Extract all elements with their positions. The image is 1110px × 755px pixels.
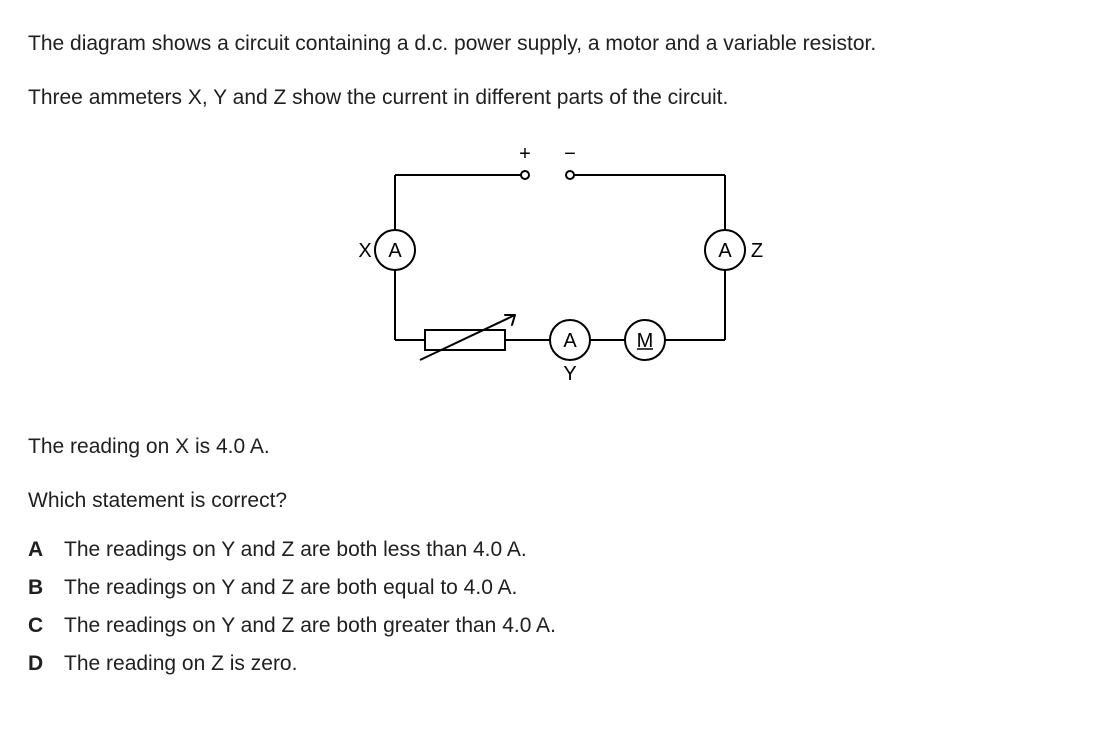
terminal-minus-label: −	[564, 143, 576, 165]
circuit-diagram-container: + − A X A Z A Y M	[28, 135, 1082, 401]
option-letter: B	[28, 576, 64, 600]
ammeter-z-symbol: A	[718, 240, 732, 262]
ammeter-y-symbol: A	[563, 330, 577, 352]
question-body: The diagram shows a circuit containing a…	[28, 28, 1082, 676]
question-prompt: Which statement is correct?	[28, 485, 1082, 517]
option-letter: D	[28, 652, 64, 676]
option-c[interactable]: C The readings on Y and Z are both great…	[28, 614, 1082, 638]
ammeter-x-label: X	[358, 240, 371, 262]
ammeter-x-symbol: A	[388, 240, 402, 262]
circuit-diagram: + − A X A Z A Y M	[325, 135, 785, 395]
ammeter-z-label: Z	[751, 240, 763, 262]
ammeter-y-label: Y	[563, 363, 576, 385]
reading-statement: The reading on X is 4.0 A.	[28, 431, 1082, 463]
question-line-1: The diagram shows a circuit containing a…	[28, 28, 1082, 60]
option-letter: C	[28, 614, 64, 638]
option-text: The readings on Y and Z are both greater…	[64, 614, 1082, 638]
option-text: The reading on Z is zero.	[64, 652, 1082, 676]
option-a[interactable]: A The readings on Y and Z are both less …	[28, 538, 1082, 562]
option-d[interactable]: D The reading on Z is zero.	[28, 652, 1082, 676]
question-line-2: Three ammeters X, Y and Z show the curre…	[28, 82, 1082, 114]
option-text: The readings on Y and Z are both less th…	[64, 538, 1082, 562]
option-text: The readings on Y and Z are both equal t…	[64, 576, 1082, 600]
options-list: A The readings on Y and Z are both less …	[28, 538, 1082, 676]
option-b[interactable]: B The readings on Y and Z are both equal…	[28, 576, 1082, 600]
terminal-plus-label: +	[519, 143, 531, 165]
option-letter: A	[28, 538, 64, 562]
